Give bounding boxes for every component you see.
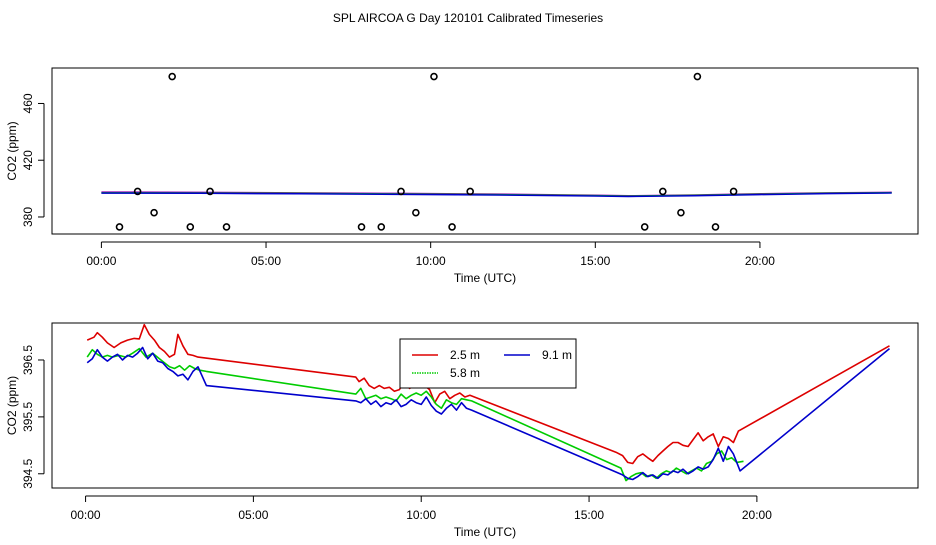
data-point-15 — [659, 187, 667, 196]
series-line-2-91m — [86, 346, 891, 481]
x-tick-label-2-1: 05:00 — [238, 508, 268, 522]
data-point-14 — [640, 223, 649, 231]
y-tick-label-2-1: 395.5 — [21, 402, 35, 432]
data-point-2 — [150, 208, 158, 217]
data-point-1 — [133, 187, 142, 196]
legend-label-1: 5.8 m — [450, 366, 480, 380]
data-point-8 — [377, 223, 386, 231]
x-tick-label-1-0: 00:00 — [86, 254, 116, 268]
data-point-11 — [430, 72, 438, 81]
plot-frame-2 — [51, 322, 919, 489]
y-axis-label-1: CO2 (ppm) — [5, 121, 19, 180]
data-point-17 — [693, 72, 702, 81]
legend-label-0: 2.5 m — [450, 348, 480, 362]
x-tick-label-2-2: 10:00 — [406, 508, 436, 522]
x-tick-label-1-3: 15:00 — [580, 254, 610, 268]
y-tick-label-1-2: 460 — [21, 93, 35, 113]
series-line-1-91m — [101, 192, 892, 198]
legend: 2.5 m 5.8 m 9.1 m — [399, 338, 577, 389]
data-point-3 — [168, 72, 176, 81]
legend-box — [399, 338, 577, 389]
x-axis-label-2: Time (UTC) — [454, 525, 516, 539]
data-point-10 — [412, 208, 420, 217]
data-point-0 — [115, 223, 124, 231]
data-point-19 — [729, 187, 738, 196]
panel-1: 00:00 05:00 10:00 15:00 20:00 Time (UTC) 380 42… — [5, 67, 919, 285]
data-point-18 — [711, 223, 720, 231]
legend-label-2: 9.1 m — [542, 348, 572, 362]
x-tick-label-2-0: 00:00 — [71, 508, 101, 522]
data-point-12 — [448, 223, 456, 231]
data-point-16 — [677, 208, 685, 217]
data-point-5 — [206, 187, 214, 196]
x-tick-label-1-2: 10:00 — [416, 254, 446, 268]
series-line-2-58m — [86, 347, 744, 482]
data-point-7 — [357, 223, 366, 231]
y-axis-label-2: CO2 (ppm) — [5, 376, 19, 435]
data-point-6 — [222, 223, 231, 231]
x-tick-label-1-4: 20:00 — [745, 254, 775, 268]
chart-title: SPL AIRCOA G Day 120101 Calibrated Times… — [333, 11, 603, 25]
x-tick-label-2-4: 20:00 — [742, 508, 772, 522]
x-axis-label-1: Time (UTC) — [454, 271, 516, 285]
y-tick-label-1-1: 420 — [21, 150, 35, 170]
y-tick-label-2-2: 396.5 — [21, 345, 35, 375]
plot-frame-1 — [51, 67, 919, 235]
data-point-13 — [466, 187, 474, 196]
data-point-4 — [186, 223, 195, 231]
x-tick-label-2-3: 15:00 — [574, 508, 604, 522]
y-tick-label-1-0: 380 — [21, 207, 35, 227]
data-point-9 — [397, 187, 405, 196]
panel-2: 00:00 05:00 10:00 15:00 20:00 Time (UTC) 394.5… — [5, 322, 919, 539]
y-tick-label-2-0: 394.5 — [21, 458, 35, 488]
x-tick-label-1-1: 05:00 — [251, 254, 281, 268]
